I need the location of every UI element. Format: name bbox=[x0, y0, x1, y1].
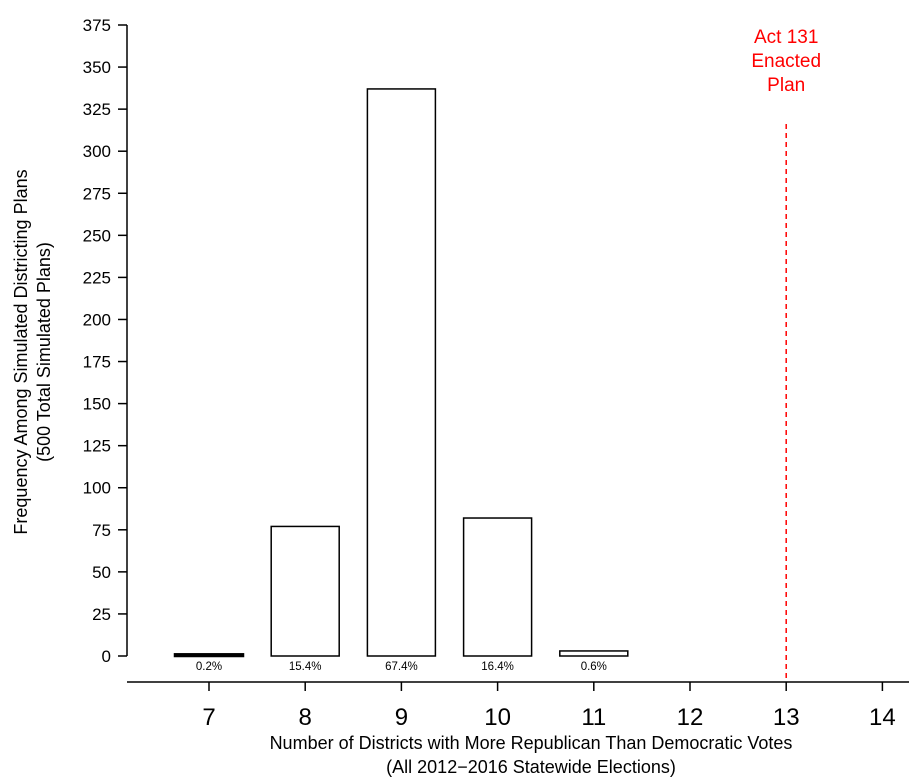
bar bbox=[462, 517, 533, 657]
y-tick-label: 275 bbox=[83, 184, 111, 203]
x-tick-label: 12 bbox=[677, 704, 704, 731]
y-tick-label: 250 bbox=[83, 226, 111, 245]
y-axis: 0 25 50 75 100 125 150 175 200 225 250 275 300 325 350… bbox=[83, 16, 128, 666]
reference-line-label: Plan bbox=[767, 75, 805, 96]
bar bbox=[173, 653, 245, 658]
y-tick-label: 200 bbox=[83, 310, 111, 329]
x-axis-label-sub: (All 2012−2016 Statewide Elections) bbox=[386, 757, 676, 777]
y-axis-label: Frequency Among Simulated Districting Pl… bbox=[11, 169, 31, 534]
x-tick-label: 7 bbox=[202, 704, 215, 731]
bar-percent-label: 67.4% bbox=[385, 661, 418, 673]
bar bbox=[270, 525, 340, 657]
y-tick-label: 325 bbox=[83, 100, 111, 119]
bar-percent-label: 16.4% bbox=[481, 661, 514, 673]
bar-percent-label: 15.4% bbox=[289, 661, 322, 673]
y-tick-label: 75 bbox=[92, 521, 111, 540]
x-tick-label: 11 bbox=[581, 704, 606, 731]
reference-line-label: Enacted bbox=[751, 51, 821, 72]
y-tick-label: 25 bbox=[92, 605, 111, 624]
y-axis-label-sub: (500 Total Simulated Plans) bbox=[34, 242, 54, 462]
reference-line-group: Act 131 Enacted Plan bbox=[751, 27, 821, 682]
reference-line-label: Act 131 bbox=[754, 27, 818, 48]
x-tick-label: 8 bbox=[299, 704, 312, 731]
x-tick-label: 9 bbox=[395, 704, 408, 731]
x-tick-label: 10 bbox=[484, 704, 511, 731]
y-tick-label: 125 bbox=[83, 437, 111, 456]
x-tick-label: 13 bbox=[773, 704, 800, 731]
x-axis: 7 8 9 10 11 12 13 14 bbox=[127, 681, 909, 731]
x-axis-label: Number of Districts with More Republican… bbox=[270, 733, 793, 753]
y-tick-label: 225 bbox=[83, 268, 111, 287]
bar bbox=[559, 650, 629, 657]
bars: 0.2% 15.4% 67.4% 16.4% 0.6% bbox=[173, 88, 629, 673]
y-tick-label: 375 bbox=[83, 16, 111, 35]
bar-percent-label: 0.6% bbox=[581, 661, 607, 673]
x-tick-label: 14 bbox=[869, 704, 896, 731]
y-tick-label: 175 bbox=[83, 353, 111, 372]
y-tick-label: 350 bbox=[83, 58, 111, 77]
bar-percent-label: 0.2% bbox=[196, 661, 222, 673]
y-tick-label: 150 bbox=[83, 395, 111, 414]
y-tick-label: 50 bbox=[92, 563, 111, 582]
bar bbox=[366, 88, 437, 657]
y-tick-label: 100 bbox=[83, 479, 111, 498]
y-tick-label: 300 bbox=[83, 142, 111, 161]
y-tick-label: 0 bbox=[102, 647, 111, 666]
